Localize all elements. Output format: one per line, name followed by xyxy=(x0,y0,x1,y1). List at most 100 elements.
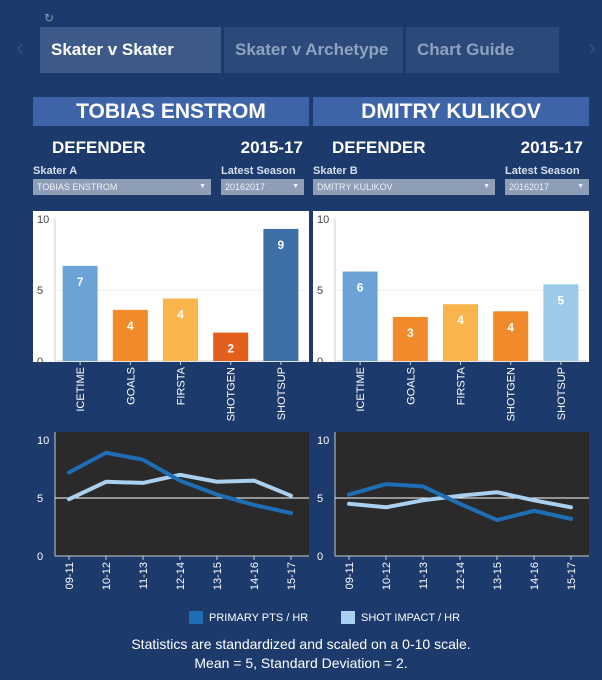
bar-data-label: 5 xyxy=(558,293,565,307)
plot-background xyxy=(55,432,309,556)
bar xyxy=(543,284,579,361)
skater-b-season-label: Latest Season xyxy=(505,165,580,177)
skater-a-position: DEFENDER xyxy=(52,138,146,157)
x-tick-label: 11-13 xyxy=(418,562,430,589)
next-arrow-icon[interactable]: › xyxy=(588,34,596,61)
tab-skater-v-archetype[interactable]: Skater v Archetype xyxy=(224,27,403,73)
y-tick-label: 5 xyxy=(37,493,43,505)
bar xyxy=(213,332,249,361)
x-tick-label: 14-16 xyxy=(529,562,541,590)
tab-chart-guide[interactable]: Chart Guide xyxy=(406,27,559,73)
x-tick-label: GOALS xyxy=(405,367,417,405)
chevron-down-icon: ▼ xyxy=(577,183,584,190)
x-tick-label: 15-17 xyxy=(286,562,298,590)
x-tick-label: FIRSTA xyxy=(176,366,188,405)
bar xyxy=(112,309,148,361)
chevron-down-icon: ▼ xyxy=(483,183,490,190)
skater-a-season-label: Latest Season xyxy=(221,165,296,177)
bar xyxy=(493,311,529,361)
bar-data-label: 7 xyxy=(77,275,84,289)
legend-item-shot-impact[interactable]: SHOT IMPACT / HR xyxy=(341,611,460,624)
x-tick-label: 15-17 xyxy=(566,562,578,590)
y-tick-label: 10 xyxy=(317,214,329,226)
y-tick-label: 10 xyxy=(37,214,49,226)
skater-a-name: TOBIAS ENSTROM xyxy=(33,97,309,126)
y-tick-label: 5 xyxy=(37,285,43,297)
x-tick-label: 12-14 xyxy=(175,562,187,590)
x-tick-label: 09-11 xyxy=(344,562,356,589)
bar xyxy=(163,298,198,361)
prev-arrow-icon[interactable]: ‹ xyxy=(16,34,24,61)
bar xyxy=(443,304,478,361)
x-tick-label: FIRSTA xyxy=(456,366,468,405)
bar xyxy=(62,265,98,361)
y-tick-label: 0 xyxy=(37,551,43,563)
y-tick-label: 10 xyxy=(317,435,329,447)
bar-data-label: 3 xyxy=(407,326,414,340)
skater-b-line-chart: 10 5 0 09-11 10-12 11-13 12-14 13-15 14-16 15-17 xyxy=(317,432,589,590)
skater-b-position: DEFENDER xyxy=(332,138,426,157)
reload-icon[interactable]: ↻ xyxy=(44,11,55,25)
skater-a-season-value: 20162017 xyxy=(225,182,266,192)
bar-data-label: 9 xyxy=(278,238,285,252)
y-tick-label: 0 xyxy=(317,551,323,563)
skater-a-dropdown-value: TOBIAS ENSTROM xyxy=(37,182,118,192)
skater-a-line-chart: 10 5 0 09-11 10-12 11-13 12-14 13-15 14-16 15-17 xyxy=(37,432,309,590)
chevron-down-icon: ▼ xyxy=(292,183,299,190)
y-tick-label: 5 xyxy=(317,493,323,505)
x-tick-label: 13-15 xyxy=(492,562,504,590)
x-tick-label: GOALS xyxy=(125,367,137,405)
skater-b-season-range: 2015-17 xyxy=(520,138,583,157)
skater-b-name: DMITRY KULIKOV xyxy=(313,97,589,126)
x-tick-label: 10-12 xyxy=(101,562,113,590)
skater-a-info: DEFENDER 2015-17 xyxy=(33,134,309,164)
footnote-line-2: Mean = 5, Standard Deviation = 2. xyxy=(194,655,408,671)
footnote-line-1: Statistics are standardized and scaled o… xyxy=(131,636,471,652)
skater-b-dropdown-value: DMITRY KULIKOV xyxy=(317,182,393,192)
skater-b-controls: Skater B DMITRY KULIKOV ▼ Latest Season … xyxy=(313,164,589,204)
skater-a-bar-chart: 10 5 0 7 ICETIME 4 GOALS 4 FIRSTA 2 SHOTGEN 9 SHOTSU… xyxy=(33,211,309,421)
bar-data-label: 4 xyxy=(457,313,464,327)
x-tick-label: SHOTSUP xyxy=(556,367,568,420)
x-tick-label: SHOTGEN xyxy=(506,367,518,421)
bar xyxy=(392,316,428,361)
legend-label-primary: PRIMARY PTS / HR xyxy=(209,611,309,624)
x-tick-label: 10-12 xyxy=(381,562,393,590)
chevron-down-icon: ▼ xyxy=(199,183,206,190)
y-tick-label: 0 xyxy=(37,356,43,368)
x-tick-label: 09-11 xyxy=(64,562,76,589)
x-tick-label: SHOTSUP xyxy=(276,367,288,420)
legend-swatch-primary xyxy=(189,611,203,624)
bar-data-label: 4 xyxy=(127,319,134,333)
skater-a-season-dropdown[interactable]: 20162017 ▼ xyxy=(221,179,304,195)
skater-a-season-range: 2015-17 xyxy=(240,138,303,157)
skater-a-controls: Skater A TOBIAS ENSTROM ▼ Latest Season … xyxy=(33,164,309,204)
y-tick-label: 0 xyxy=(317,356,323,368)
legend-swatch-shot-impact xyxy=(341,611,355,624)
legend-item-primary-pts[interactable]: PRIMARY PTS / HR xyxy=(189,611,308,624)
tab-bar: Skater v Skater Skater v Archetype Chart… xyxy=(40,27,559,73)
x-tick-label: 11-13 xyxy=(138,562,150,589)
bar-data-label: 4 xyxy=(507,320,514,334)
legend-label-shot-impact: SHOT IMPACT / HR xyxy=(361,611,461,624)
bar-data-label: 6 xyxy=(357,281,364,295)
bar-data-label: 4 xyxy=(177,308,184,322)
skater-a-dropdown[interactable]: TOBIAS ENSTROM ▼ xyxy=(33,179,211,195)
x-tick-label: 12-14 xyxy=(455,562,467,590)
x-tick-label: SHOTGEN xyxy=(226,367,238,421)
tab-skater-v-skater[interactable]: Skater v Skater xyxy=(40,27,221,73)
bar xyxy=(263,228,299,361)
skater-b-dropdown[interactable]: DMITRY KULIKOV ▼ xyxy=(313,179,495,195)
skater-b-season-dropdown[interactable]: 20162017 ▼ xyxy=(505,179,589,195)
skater-b-selector-label: Skater B xyxy=(313,165,358,177)
bar-data-label: 2 xyxy=(227,342,234,356)
x-tick-label: ICETIME xyxy=(75,367,87,412)
skater-a-selector-label: Skater A xyxy=(33,165,78,177)
bar xyxy=(342,271,378,361)
y-tick-label: 5 xyxy=(317,285,323,297)
skater-b-info: DEFENDER 2015-17 xyxy=(313,134,589,164)
y-tick-label: 10 xyxy=(37,435,49,447)
chart-legend: PRIMARY PTS / HR SHOT IMPACT / HR xyxy=(0,609,602,627)
skater-b-season-value: 20162017 xyxy=(509,182,550,192)
skater-b-bar-chart: 10 5 0 6 ICETIME 3 GOALS 4 FIRSTA 4 SHOTGEN 5 SHOTSU… xyxy=(313,211,589,421)
